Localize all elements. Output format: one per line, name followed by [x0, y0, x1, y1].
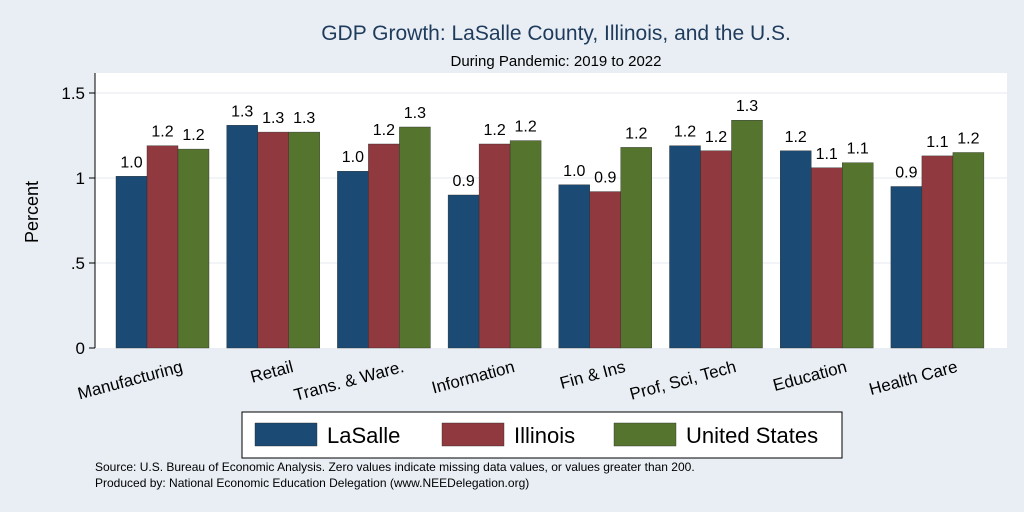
legend-label: Illinois: [514, 423, 575, 448]
bar-lasalle: [226, 125, 258, 349]
legend-swatch-illinois: [441, 422, 505, 447]
data-label: 1.0: [563, 163, 585, 180]
legend-swatch-united-states: [613, 422, 677, 447]
y-tick-label: 1.5: [61, 84, 85, 103]
bars: [115, 119, 985, 349]
bar-united-states: [620, 147, 652, 349]
y-tick-label: 0: [76, 339, 85, 358]
bar-lasalle: [558, 184, 590, 349]
legend-swatch-lasalle: [254, 422, 318, 447]
bar-illinois: [589, 191, 621, 349]
bar-united-states: [952, 152, 985, 349]
x-tick-label: Fin & Ins: [558, 357, 628, 393]
bar-lasalle: [669, 145, 701, 349]
legend: LaSalle Illinois United States: [241, 411, 843, 459]
bar-illinois: [921, 155, 954, 349]
y-tick-label: 1: [76, 169, 85, 188]
data-label: 1.3: [736, 98, 758, 115]
bar-lasalle: [337, 170, 369, 349]
data-label: 1.1: [847, 141, 869, 158]
bar-united-states: [731, 119, 763, 349]
data-label: 1.2: [625, 125, 647, 142]
data-label: 0.9: [594, 170, 616, 187]
bar-illinois: [257, 131, 289, 349]
bar-united-states: [842, 162, 874, 349]
produced-by-note: Produced by: National Economic Education…: [95, 476, 529, 490]
data-labels: 1.0 1.2 1.2 1.3 1.3 1.3 1.0 1.2 1.3 0.9 1.2 1.2 1.0 0…: [120, 98, 979, 190]
x-tick-label: Trans. & Ware.: [292, 357, 406, 405]
legend-label: LaSalle: [327, 423, 400, 448]
y-tick-label: .5: [71, 254, 85, 273]
source-note: Source: U.S. Bureau of Economic Analysis…: [95, 460, 695, 474]
x-tick-label: Information: [430, 357, 517, 397]
bar-united-states: [399, 126, 431, 349]
bar-united-states: [177, 148, 210, 349]
bar-illinois: [478, 143, 511, 349]
data-label: 1.3: [404, 105, 426, 122]
bar-lasalle: [115, 176, 148, 349]
bar-lasalle: [447, 194, 480, 349]
data-label: 0.9: [895, 165, 917, 182]
data-label: 1.2: [151, 124, 173, 141]
bar-united-states: [288, 131, 320, 349]
data-label: 1.0: [120, 154, 142, 171]
data-label: 1.2: [514, 119, 536, 136]
x-tick-label: Retail: [248, 357, 295, 387]
bar-lasalle: [890, 186, 923, 349]
data-label: 1.2: [674, 124, 696, 141]
data-label: 0.9: [452, 173, 474, 190]
bar-illinois: [811, 167, 843, 349]
y-ticks: 0 .5 1 1.5: [61, 84, 95, 358]
data-label: 1.2: [373, 122, 395, 139]
y-axis-label: Percent: [22, 181, 42, 243]
data-label: 1.2: [182, 127, 204, 144]
data-label: 1.2: [483, 122, 505, 139]
legend-label: United States: [686, 423, 818, 448]
data-label: 1.3: [262, 110, 284, 127]
bar-illinois: [700, 150, 732, 349]
chart-subtitle: During Pandemic: 2019 to 2022: [451, 53, 662, 70]
bar-illinois: [368, 143, 400, 349]
data-label: 1.2: [705, 129, 727, 146]
data-label: 1.0: [342, 149, 364, 166]
x-tick-label: Prof, Sci, Tech: [628, 357, 738, 404]
legend-box: [241, 411, 843, 459]
bar-united-states: [509, 140, 542, 349]
bar-lasalle: [780, 150, 812, 349]
data-label: 1.3: [293, 110, 315, 127]
x-tick-label: Education: [771, 357, 849, 395]
x-tick-label: Manufacturing: [76, 357, 185, 403]
bar-illinois: [146, 145, 179, 349]
chart-title: GDP Growth: LaSalle County, Illinois, an…: [321, 22, 791, 45]
data-label: 1.2: [785, 129, 807, 146]
data-label: 1.1: [926, 134, 948, 151]
data-label: 1.3: [231, 103, 253, 120]
data-label: 1.2: [957, 131, 979, 148]
x-tick-label: Health Care: [867, 357, 960, 399]
data-label: 1.1: [816, 146, 838, 163]
